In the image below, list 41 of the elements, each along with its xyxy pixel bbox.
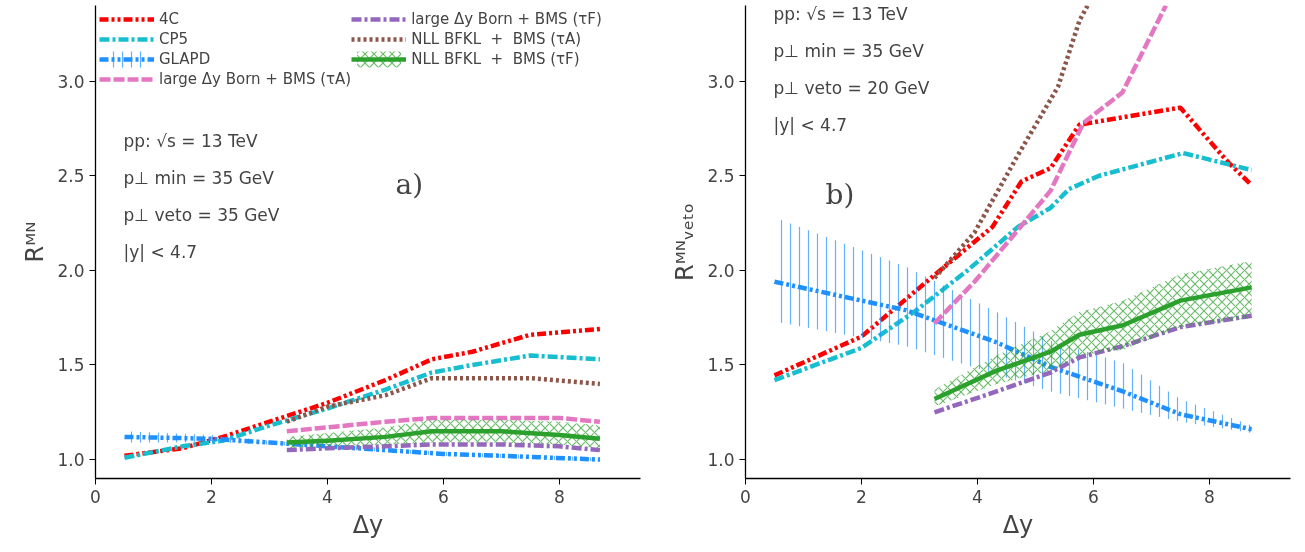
annotation: p⊥ min = 35 GeV xyxy=(123,167,275,188)
x-tick-label: 4 xyxy=(972,486,983,507)
annotation: a) xyxy=(395,167,424,201)
y-tick-label: 3.0 xyxy=(57,71,85,92)
annotation: b) xyxy=(825,177,855,211)
legend-label: large Δy Born + BMS (τA) xyxy=(159,70,352,88)
y-tick-label: 1.0 xyxy=(57,450,85,471)
x-tick-label: 8 xyxy=(553,486,565,507)
y-tick-label: 2.5 xyxy=(57,166,85,187)
annotation: p⊥ min = 35 GeV xyxy=(773,40,925,61)
annotation: |y| < 4.7 xyxy=(773,114,848,135)
annotation: pp: √s = 13 TeV xyxy=(123,130,258,151)
annotation: p⊥ veto = 35 GeV xyxy=(123,204,280,225)
legend-label: 4C xyxy=(159,10,180,28)
x-tick-label: 0 xyxy=(90,486,101,507)
x-tick-label: 2 xyxy=(856,486,867,507)
annotation: pp: √s = 13 TeV xyxy=(773,3,908,24)
x-tick-label: 0 xyxy=(740,486,751,507)
y-tick-label: 1.5 xyxy=(57,355,85,376)
y-tick-label: 3.0 xyxy=(707,71,735,92)
x-tick-label: 4 xyxy=(322,486,333,507)
y-tick-label: 1.0 xyxy=(707,450,735,471)
legend-label: large Δy Born + BMS (τF) xyxy=(411,10,602,28)
y-tick-label: 2.0 xyxy=(57,260,85,281)
y-tick-label: 2.5 xyxy=(707,166,735,187)
y-axis-title: Rᴹᴺ xyxy=(21,221,50,263)
annotation: |y| < 4.7 xyxy=(123,241,198,262)
x-axis-title: Δy xyxy=(1002,510,1034,539)
annotation: p⊥ veto = 20 GeV xyxy=(773,77,930,98)
y-tick-label: 2.0 xyxy=(707,260,735,281)
y-tick-label: 1.5 xyxy=(707,355,735,376)
x-tick-label: 8 xyxy=(1203,486,1215,507)
legend-label: NLL BFKL + BMS (τF) xyxy=(411,50,580,68)
y-axis-title: Rᴹᴺᵥₑₜₒ xyxy=(671,202,700,282)
x-tick-label: 2 xyxy=(206,486,217,507)
legend-label: NLL BFKL + BMS (τA) xyxy=(411,30,582,48)
legend-label: CP5 xyxy=(159,30,189,48)
x-axis-title: Δy xyxy=(352,510,384,539)
x-tick-label: 6 xyxy=(1087,486,1099,507)
legend-label: GLAPD xyxy=(159,50,211,68)
x-tick-label: 6 xyxy=(437,486,449,507)
